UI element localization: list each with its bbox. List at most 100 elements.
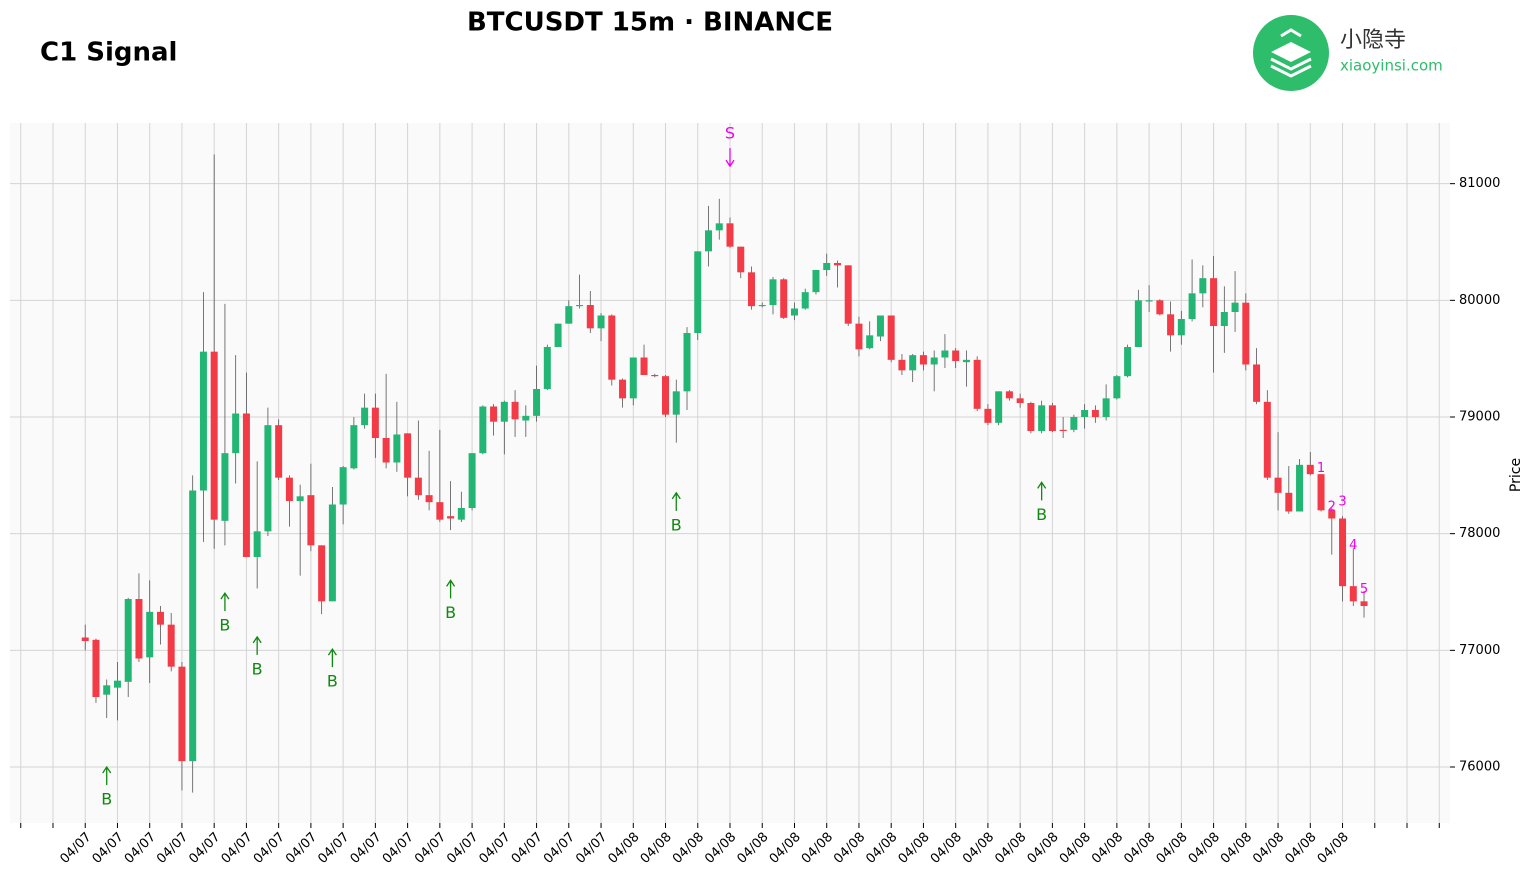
candle-body [887, 315, 895, 360]
x-tick-label: 04/08 [638, 830, 675, 867]
x-tick-label: 04/08 [831, 830, 868, 867]
x-tick-label: 04/08 [896, 830, 933, 867]
candle-body [576, 305, 584, 307]
signal-arrow [327, 647, 337, 668]
x-tick-label: 04/07 [283, 830, 320, 867]
x-tick-label: 04/07 [348, 830, 385, 867]
logo-layer [1270, 57, 1312, 71]
candle-body [318, 545, 326, 602]
candle-body [371, 407, 379, 438]
candle-body [490, 406, 498, 422]
candle-body [715, 223, 723, 231]
chart-title: BTCUSDT 15m · BINANCE [467, 8, 833, 38]
x-tick-label: 04/07 [573, 830, 610, 867]
candle-body [221, 453, 229, 521]
candle-body [1285, 492, 1293, 512]
candle-body [92, 639, 100, 697]
x-tick-label: 04/07 [154, 830, 191, 867]
candle-body [597, 315, 605, 329]
candle-body [285, 477, 293, 501]
y-tick-label: 78000 [1459, 526, 1500, 541]
candle-body [554, 323, 562, 347]
candle-body [178, 666, 186, 762]
candle-body [683, 333, 691, 392]
y-tick-label: 80000 [1459, 293, 1500, 308]
signal-label: B [219, 616, 230, 635]
x-tick-label: 04/07 [509, 830, 546, 867]
candle-body [1220, 312, 1228, 326]
candle-body [81, 637, 89, 641]
candle-body [382, 438, 390, 463]
candle-body [769, 279, 777, 305]
x-tick-label: 04/07 [444, 830, 481, 867]
x-tick-label: 04/08 [670, 830, 707, 867]
candle-body [1263, 401, 1271, 478]
candle-body [1274, 477, 1282, 493]
x-tick-label: 04/07 [186, 830, 223, 867]
x-tick-label: 04/08 [928, 830, 965, 867]
x-tick-label: 04/07 [57, 830, 94, 867]
candle-body [1210, 278, 1218, 326]
candle-body [1242, 302, 1250, 365]
candle-body [662, 376, 670, 415]
signal-arrow [446, 579, 456, 599]
candle-body [823, 263, 831, 270]
candle-body [812, 270, 820, 293]
candle-body [232, 413, 240, 454]
logo-layer [1270, 64, 1312, 78]
signal-label: B [252, 659, 263, 678]
candle-body [479, 406, 487, 454]
candle-body [876, 315, 884, 337]
signal-arrow [220, 591, 230, 612]
candle-body [1005, 391, 1013, 399]
x-tick-label: 04/07 [251, 830, 288, 867]
candle-body [984, 408, 992, 423]
candle-body [1253, 364, 1261, 402]
signal-label: B [101, 790, 112, 809]
x-tick-label: 04/07 [90, 830, 127, 867]
y-axis-label: Price [1508, 458, 1524, 492]
candle-body [393, 434, 401, 463]
x-tick-label: 04/08 [1154, 830, 1191, 867]
candle-body [629, 357, 637, 399]
x-tick-label: 04/08 [1283, 830, 1320, 867]
candle-body [296, 496, 304, 501]
candle-body [447, 516, 455, 519]
candle-body [500, 401, 508, 422]
candle-body [952, 350, 960, 361]
count-label: 2 [1328, 499, 1336, 514]
logo-layer [1280, 28, 1302, 38]
candle-body [1048, 405, 1056, 431]
candle-body [833, 263, 841, 266]
count-label: 3 [1338, 495, 1346, 510]
x-tick-label: 04/08 [767, 830, 804, 867]
candle-body [1134, 300, 1142, 347]
brand-site: xiaoyinsi.com [1340, 57, 1443, 75]
candle-body [758, 305, 766, 307]
x-tick-label: 04/07 [380, 830, 417, 867]
candle-body [1328, 510, 1336, 519]
signal-arrow [671, 491, 681, 511]
candle-body [726, 223, 734, 247]
candle-body [189, 490, 197, 762]
x-tick-label: 04/08 [863, 830, 900, 867]
candle-body [404, 433, 412, 478]
candle-body [1296, 464, 1304, 512]
candle-body [801, 292, 809, 309]
candle-body [1167, 314, 1175, 336]
candle-body [962, 359, 970, 363]
candle-body [1027, 403, 1035, 431]
x-tick-label: 04/08 [605, 830, 642, 867]
candle-body [146, 611, 154, 658]
chart-subtitle: C1 Signal [40, 38, 177, 68]
candle-body [210, 351, 218, 520]
x-tick-label: 04/08 [1186, 830, 1223, 867]
candle-body [425, 495, 433, 503]
candle-body [694, 251, 702, 333]
x-tick-label: 04/08 [1218, 830, 1255, 867]
candle-body [307, 495, 315, 546]
candle-body [350, 425, 358, 469]
candle-body [543, 347, 551, 389]
candle-body [328, 504, 336, 602]
